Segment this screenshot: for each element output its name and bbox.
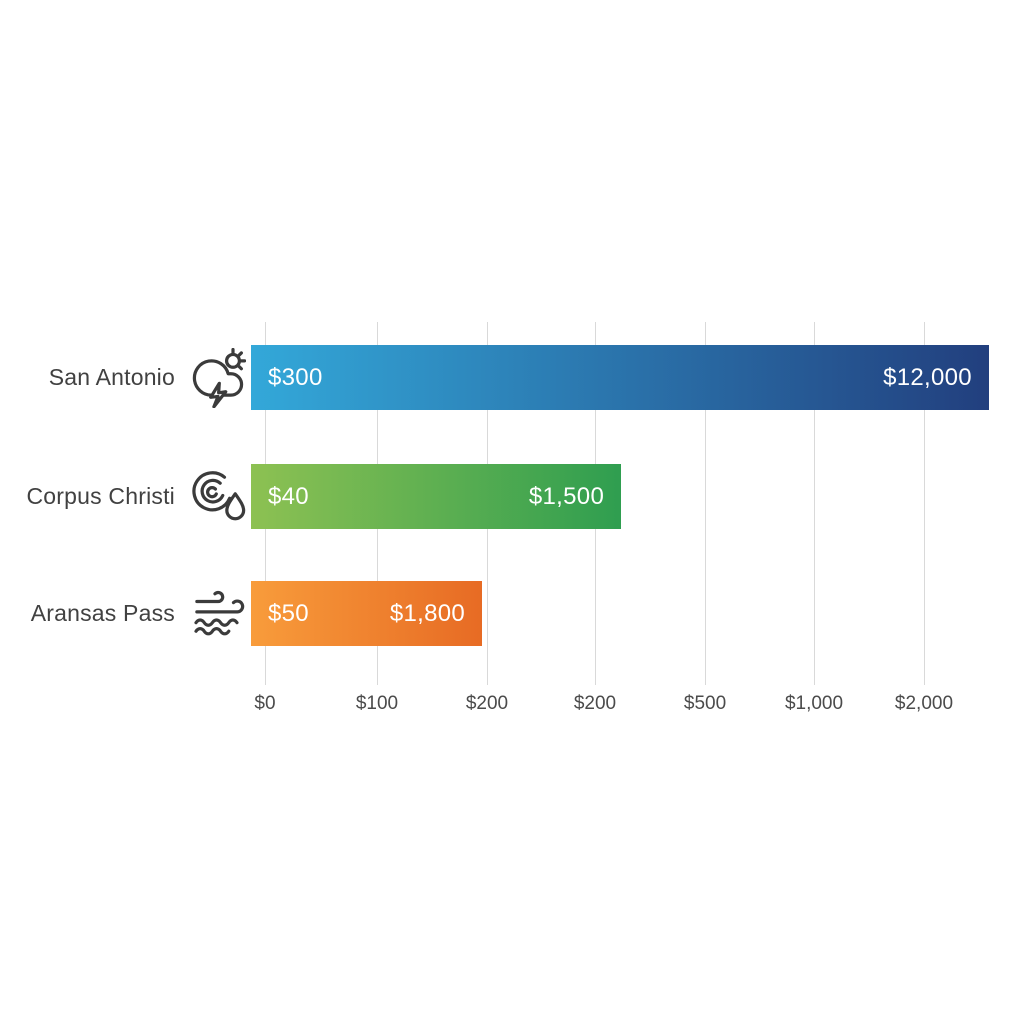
bar-aransas-pass: $50 $1,800 (251, 581, 483, 646)
water-waves (194, 617, 239, 635)
hurricane-droplet-icon (192, 470, 246, 520)
gridline (705, 322, 707, 685)
x-tick-label: $2,000 (894, 693, 954, 714)
x-tick-label: $1,000 (784, 693, 844, 714)
wind-waves-icon (194, 590, 245, 635)
gridline (814, 322, 815, 685)
bar-max-label: $12,000 (883, 363, 972, 391)
x-tick-label: $500 (683, 693, 727, 714)
cloud (192, 358, 244, 397)
bar-max-label: $1,800 (389, 599, 466, 627)
bar-corpus-christi: $40 $1,500 (251, 464, 622, 529)
category-row-san-antonio: San Antonio (0, 345, 246, 410)
hurricane-spiral (192, 470, 232, 511)
plot-area: $0 $100 $200 $200 $500 $1,000 $2,000 $300 $12,00… (251, 322, 1011, 714)
water-droplet (225, 491, 246, 520)
bar-min-label: $50 (268, 599, 309, 627)
bar-max-label: $1,500 (528, 482, 605, 510)
thunderstorm-sun-icon (192, 347, 246, 408)
sun (224, 347, 246, 370)
lightning-bolt (209, 381, 228, 408)
x-tick-label: $200 (465, 693, 509, 714)
x-tick-label: $100 (355, 693, 399, 714)
wind-gusts (195, 590, 245, 613)
gridline (923, 322, 925, 685)
category-row-corpus-christi: Corpus Christi (0, 464, 246, 529)
category-row-aransas-pass: Aransas Pass (0, 581, 246, 646)
category-label: Aransas Pass (30, 600, 175, 626)
x-tick-label: $0 (254, 693, 276, 714)
bar-min-label: $40 (268, 482, 309, 510)
bar-min-label: $300 (268, 363, 323, 391)
x-tick-label: $200 (573, 693, 617, 714)
category-label: Corpus Christi (26, 483, 175, 509)
category-labels-column: San Antonio Corpus Christi Aransas Pass (0, 322, 246, 685)
category-label: San Antonio (48, 364, 175, 390)
bar-san-antonio: $300 $12,000 (251, 345, 989, 410)
